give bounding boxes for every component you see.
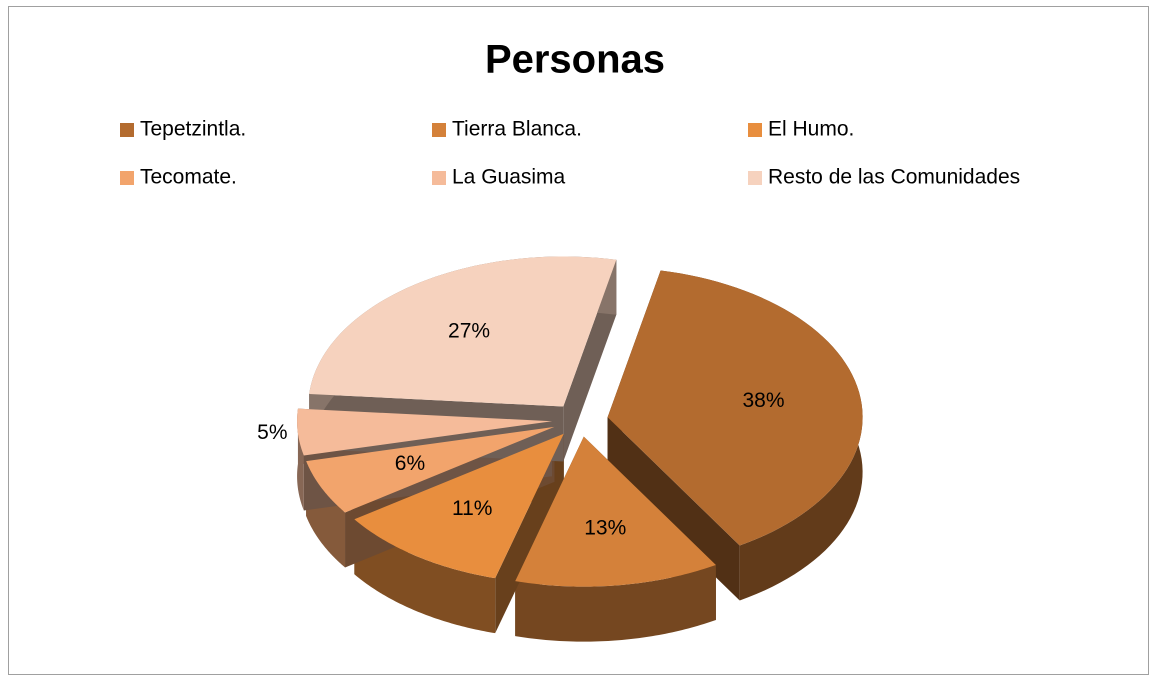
legend-swatch xyxy=(120,171,134,185)
chart-title: Personas xyxy=(485,38,665,82)
data-label: 5% xyxy=(257,421,287,444)
slice-rim xyxy=(515,564,716,642)
legend-label: Tierra Blanca. xyxy=(452,118,582,141)
data-label: 11% xyxy=(452,497,492,520)
slice-rim xyxy=(297,408,304,511)
slice xyxy=(607,270,863,546)
legend-swatch xyxy=(748,171,762,185)
data-label: 6% xyxy=(395,452,425,475)
slice xyxy=(297,408,553,456)
slice xyxy=(306,426,555,513)
legend-label: Resto de las Comunidades xyxy=(768,166,1020,189)
data-label: 27% xyxy=(448,319,490,342)
legend-label: Tecomate. xyxy=(140,166,237,189)
legend-swatch xyxy=(432,171,446,185)
slice xyxy=(515,436,716,587)
slice-tops xyxy=(297,256,863,587)
data-label: 38% xyxy=(742,389,784,412)
legend-label: El Humo. xyxy=(768,118,854,141)
legend-swatch xyxy=(120,123,134,137)
legend-label: La Guasima xyxy=(452,166,566,189)
slice xyxy=(309,256,617,407)
legend-swatch xyxy=(432,123,446,137)
data-label: 13% xyxy=(584,516,626,539)
legend-swatch xyxy=(748,123,762,137)
legend-label: Tepetzintla. xyxy=(140,118,246,141)
slice xyxy=(354,433,564,579)
slice-edge xyxy=(607,417,740,601)
